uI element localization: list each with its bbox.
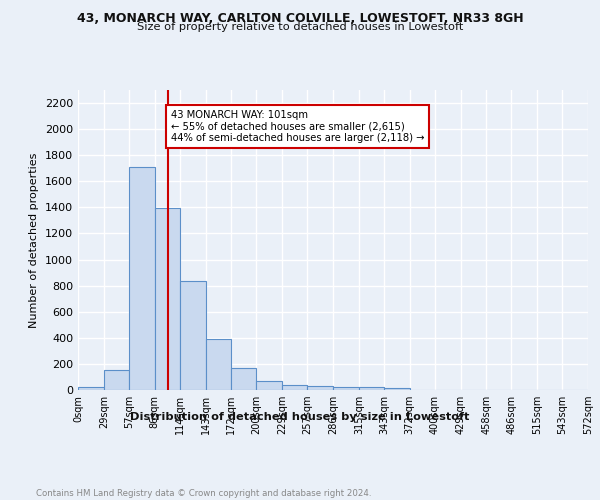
Bar <box>205 339 232 390</box>
Bar <box>78 388 104 390</box>
Y-axis label: Number of detached properties: Number of detached properties <box>29 152 40 328</box>
Bar <box>333 386 359 390</box>
Bar <box>359 388 384 390</box>
Bar <box>282 386 307 390</box>
Text: Size of property relative to detached houses in Lowestoft: Size of property relative to detached ho… <box>137 22 463 32</box>
Bar <box>155 208 179 390</box>
Bar <box>179 281 205 390</box>
Bar <box>384 388 410 390</box>
Bar <box>104 370 129 390</box>
Bar <box>256 381 282 390</box>
Bar <box>232 368 256 390</box>
Bar <box>307 386 333 390</box>
Text: 43, MONARCH WAY, CARLTON COLVILLE, LOWESTOFT, NR33 8GH: 43, MONARCH WAY, CARLTON COLVILLE, LOWES… <box>77 12 523 26</box>
Text: Distribution of detached houses by size in Lowestoft: Distribution of detached houses by size … <box>130 412 470 422</box>
Bar <box>129 167 155 390</box>
Text: 43 MONARCH WAY: 101sqm
← 55% of detached houses are smaller (2,615)
44% of semi-: 43 MONARCH WAY: 101sqm ← 55% of detached… <box>171 110 424 143</box>
Text: Contains HM Land Registry data © Crown copyright and database right 2024.: Contains HM Land Registry data © Crown c… <box>36 488 371 498</box>
